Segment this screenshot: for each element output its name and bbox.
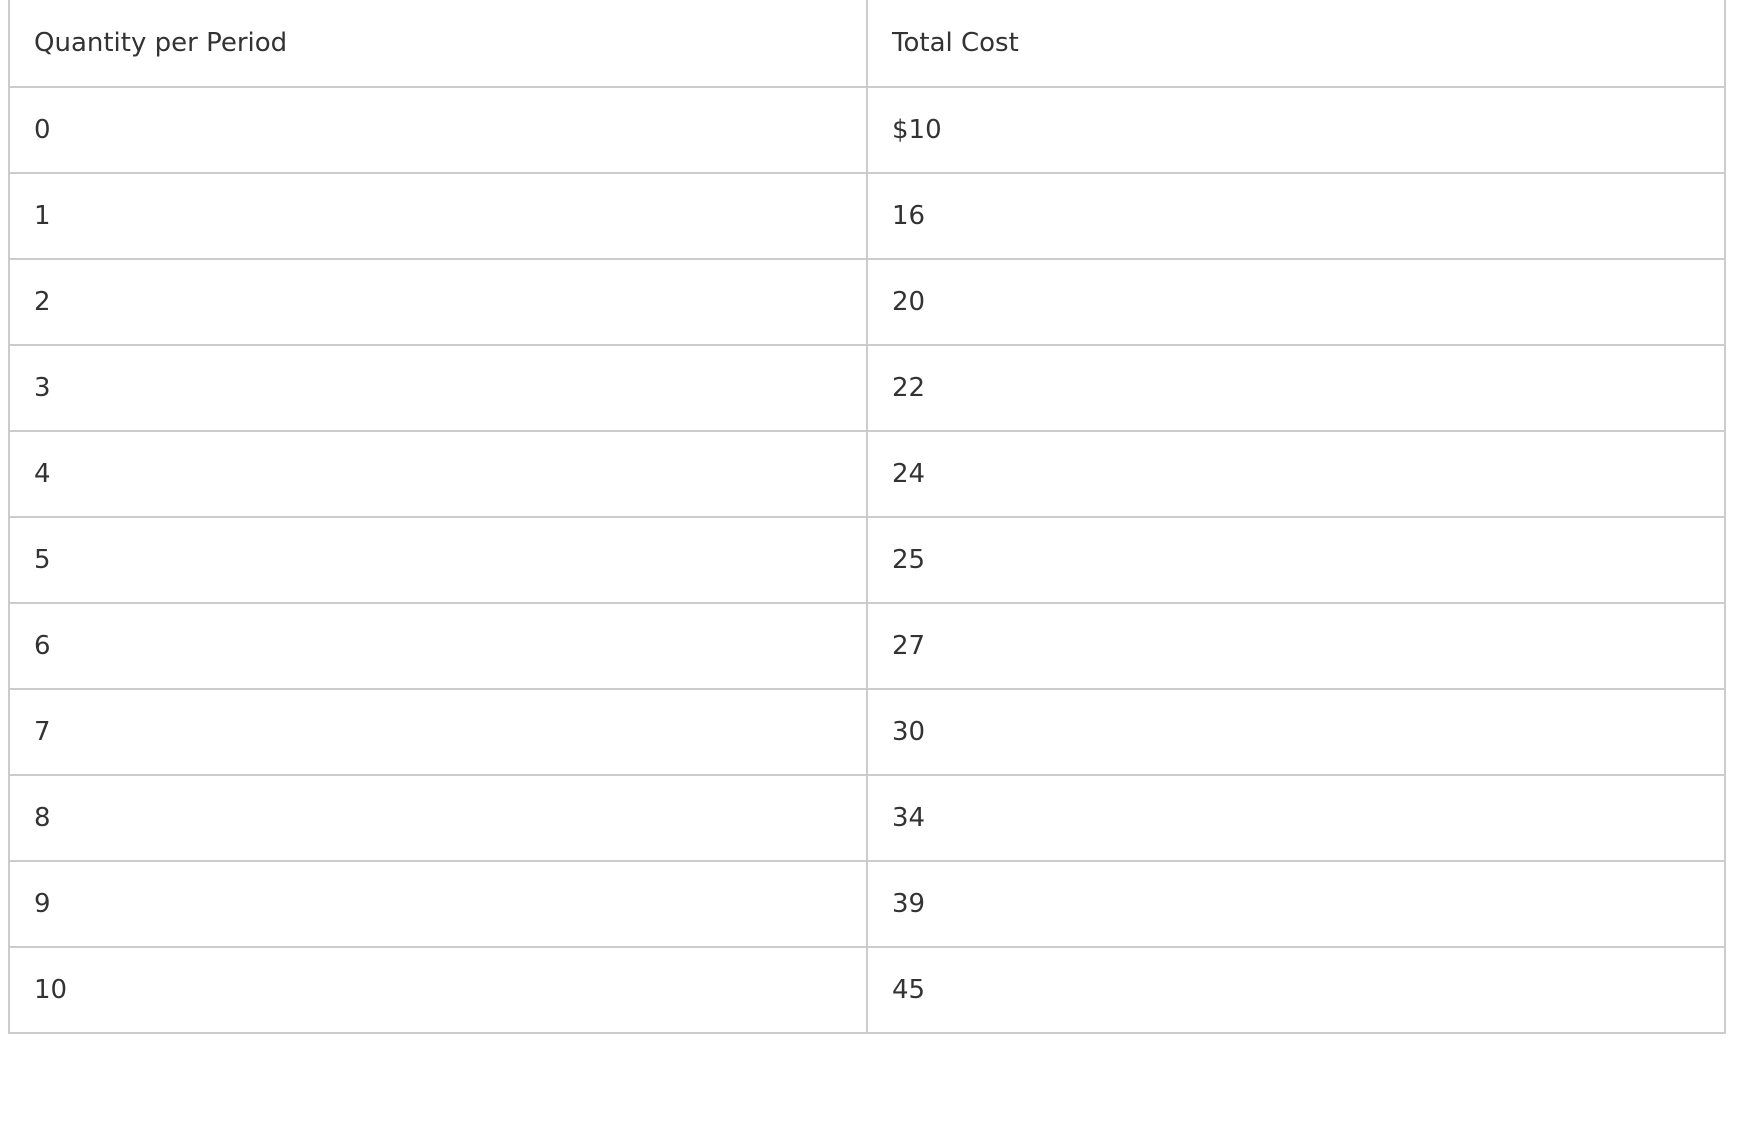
table-row: 7 30 xyxy=(8,688,1726,776)
total-cost-cell: $10 xyxy=(866,86,1726,174)
quantity-cell: 7 xyxy=(8,688,868,776)
total-cost-cell: 24 xyxy=(866,430,1726,518)
quantity-cell: 9 xyxy=(8,860,868,948)
quantity-cell: 5 xyxy=(8,516,868,604)
cost-table: Quantity per Period Total Cost 0 $10 1 16 2 2… xyxy=(8,0,1726,1034)
quantity-cell: 0 xyxy=(8,86,868,174)
quantity-cell: 4 xyxy=(8,430,868,518)
table-row: 8 34 xyxy=(8,774,1726,862)
total-cost-cell: 25 xyxy=(866,516,1726,604)
table-row: 3 22 xyxy=(8,344,1726,432)
header-total-cost: Total Cost xyxy=(866,0,1726,88)
total-cost-cell: 39 xyxy=(866,860,1726,948)
quantity-cell: 6 xyxy=(8,602,868,690)
total-cost-cell: 34 xyxy=(866,774,1726,862)
total-cost-cell: 16 xyxy=(866,172,1726,260)
total-cost-cell: 22 xyxy=(866,344,1726,432)
quantity-cell: 10 xyxy=(8,946,868,1034)
total-cost-cell: 27 xyxy=(866,602,1726,690)
table-row: 5 25 xyxy=(8,516,1726,604)
table-row: 1 16 xyxy=(8,172,1726,260)
quantity-cell: 8 xyxy=(8,774,868,862)
quantity-cell: 2 xyxy=(8,258,868,346)
header-quantity: Quantity per Period xyxy=(8,0,868,88)
table-row: 6 27 xyxy=(8,602,1726,690)
table-row: 0 $10 xyxy=(8,86,1726,174)
total-cost-cell: 30 xyxy=(866,688,1726,776)
table-row: 2 20 xyxy=(8,258,1726,346)
total-cost-cell: 20 xyxy=(866,258,1726,346)
table-row: 4 24 xyxy=(8,430,1726,518)
table-row: 10 45 xyxy=(8,946,1726,1034)
table-row: 9 39 xyxy=(8,860,1726,948)
header-row: Quantity per Period Total Cost xyxy=(8,0,1726,88)
total-cost-cell: 45 xyxy=(866,946,1726,1034)
quantity-cell: 3 xyxy=(8,344,868,432)
quantity-cell: 1 xyxy=(8,172,868,260)
